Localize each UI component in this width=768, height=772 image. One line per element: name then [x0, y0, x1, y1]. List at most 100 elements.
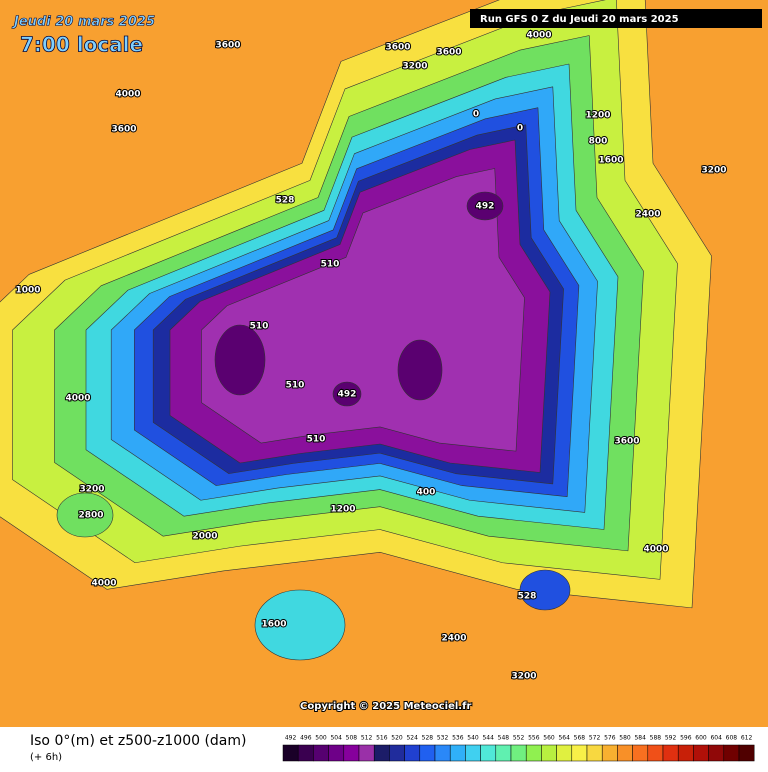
scale-label: 516: [376, 735, 388, 742]
color-scale: 492 496 500 504 508 512 516 520 524 528 532 536 540 5…: [282, 735, 755, 762]
contour-label: 528: [276, 196, 295, 206]
contour-label: 510: [307, 435, 326, 445]
contour-label: 510: [286, 381, 305, 391]
scale-swatch: [343, 744, 360, 762]
scale-swatch: [434, 744, 451, 762]
contour-label: 4000: [643, 545, 668, 555]
contour-label: 2000: [192, 532, 217, 542]
scale-swatch: [404, 744, 421, 762]
scale-swatch: [449, 744, 466, 762]
scale-label: 612: [741, 735, 753, 742]
scale-label: 560: [543, 735, 555, 742]
contour-label: 0: [517, 124, 523, 134]
scale-swatch: [677, 744, 694, 762]
copyright: Copyright © 2025 Meteociel.fr: [300, 701, 471, 712]
date: Jeudi 20 mars 2025: [11, 15, 155, 30]
contour-label: 3200: [402, 62, 427, 72]
scale-label: 556: [528, 735, 540, 742]
scale-swatch: [419, 744, 436, 762]
run-info: Run GFS 0 Z du Jeudi 20 mars 2025: [480, 14, 679, 25]
scale-swatch: [541, 744, 557, 762]
contour-label: 3200: [511, 672, 536, 682]
scale-swatch: [617, 744, 633, 762]
contour-label: 3600: [614, 437, 639, 447]
scale-swatch: [495, 744, 512, 762]
contour-label: 1200: [585, 111, 610, 121]
low-core: [397, 339, 443, 401]
contour-label: 4000: [526, 31, 551, 41]
map-zone: [201, 168, 525, 452]
scale-swatch: [556, 744, 573, 762]
scale-label: 596: [680, 735, 692, 742]
scale-swatch: [297, 744, 314, 762]
contour-label: 528: [518, 592, 537, 602]
contour-label: 4000: [115, 90, 140, 100]
scale-swatch: [708, 744, 725, 762]
scale-label: 540: [467, 735, 479, 742]
scale-swatch: [510, 744, 527, 762]
contour-label: 3600: [215, 41, 240, 51]
scale-label: 512: [361, 735, 373, 742]
run-bar: [470, 9, 762, 28]
low-core: [466, 191, 504, 221]
contour-label: 2400: [635, 210, 660, 220]
scale-label: 520: [391, 735, 403, 742]
map-zone: [519, 569, 571, 611]
contour-label: 2400: [441, 634, 466, 644]
scale-swatch: [465, 744, 481, 762]
scale-label: 532: [437, 735, 449, 742]
scale-label: 564: [558, 735, 570, 742]
scale-swatch: [632, 744, 649, 762]
contour-label: 1000: [15, 286, 40, 296]
scale-label: 588: [650, 735, 662, 742]
scale-label: 544: [482, 735, 494, 742]
scale-label: 568: [574, 735, 586, 742]
map-zone: [56, 492, 114, 538]
scale-swatch: [282, 744, 299, 762]
contour-label: 2800: [78, 511, 103, 521]
contour-label: 1600: [261, 620, 286, 630]
scale-swatch: [313, 744, 329, 762]
scale-label: 504: [330, 735, 342, 742]
scale-swatch: [647, 744, 664, 762]
contour-label: 3600: [436, 48, 461, 58]
contour-label: 510: [321, 260, 340, 270]
contour-label: 3200: [79, 485, 104, 495]
scale-swatch: [328, 744, 345, 762]
contour-label: 0: [473, 110, 479, 120]
contour-label: 800: [589, 137, 608, 147]
scale-swatch: [480, 744, 497, 762]
scale-swatch: [358, 744, 375, 762]
contour-label: 492: [476, 202, 495, 212]
legend-subtitle: (+ 6h): [30, 752, 62, 763]
scale-label: 604: [710, 735, 722, 742]
scale-label: 552: [513, 735, 525, 742]
scale-label: 584: [634, 735, 646, 742]
scale-label: 548: [498, 735, 510, 742]
scale-label: 536: [452, 735, 464, 742]
scale-label: 508: [346, 735, 358, 742]
contour-label: 3200: [701, 166, 726, 176]
low-core: [332, 381, 362, 407]
scale-label: 528: [422, 735, 434, 742]
scale-label: 500: [315, 735, 327, 742]
scale-label: 576: [604, 735, 616, 742]
legend-title: Iso 0°(m) et z500-z1000 (dam): [30, 733, 247, 749]
scale-swatch: [373, 744, 390, 762]
contour-label: 1200: [330, 505, 355, 515]
contour-labels: 3600 3600 36004000320040003600120080016002…: [14, 30, 727, 683]
scale-label: 572: [589, 735, 601, 742]
contour-label: 4000: [65, 394, 90, 404]
scale-swatch: [601, 744, 618, 762]
contour-label: 400: [417, 488, 436, 498]
contour-label: 492: [338, 390, 357, 400]
scale-label: 496: [300, 735, 312, 742]
scale-swatch: [723, 744, 740, 762]
scale-label: 600: [695, 735, 707, 742]
scale-swatch: [738, 744, 755, 762]
scale-swatch: [571, 744, 588, 762]
scale-swatch: [662, 744, 679, 762]
contour-label: 1600: [598, 156, 623, 166]
contour-label: 3600: [111, 125, 136, 135]
low-core: [214, 324, 266, 396]
